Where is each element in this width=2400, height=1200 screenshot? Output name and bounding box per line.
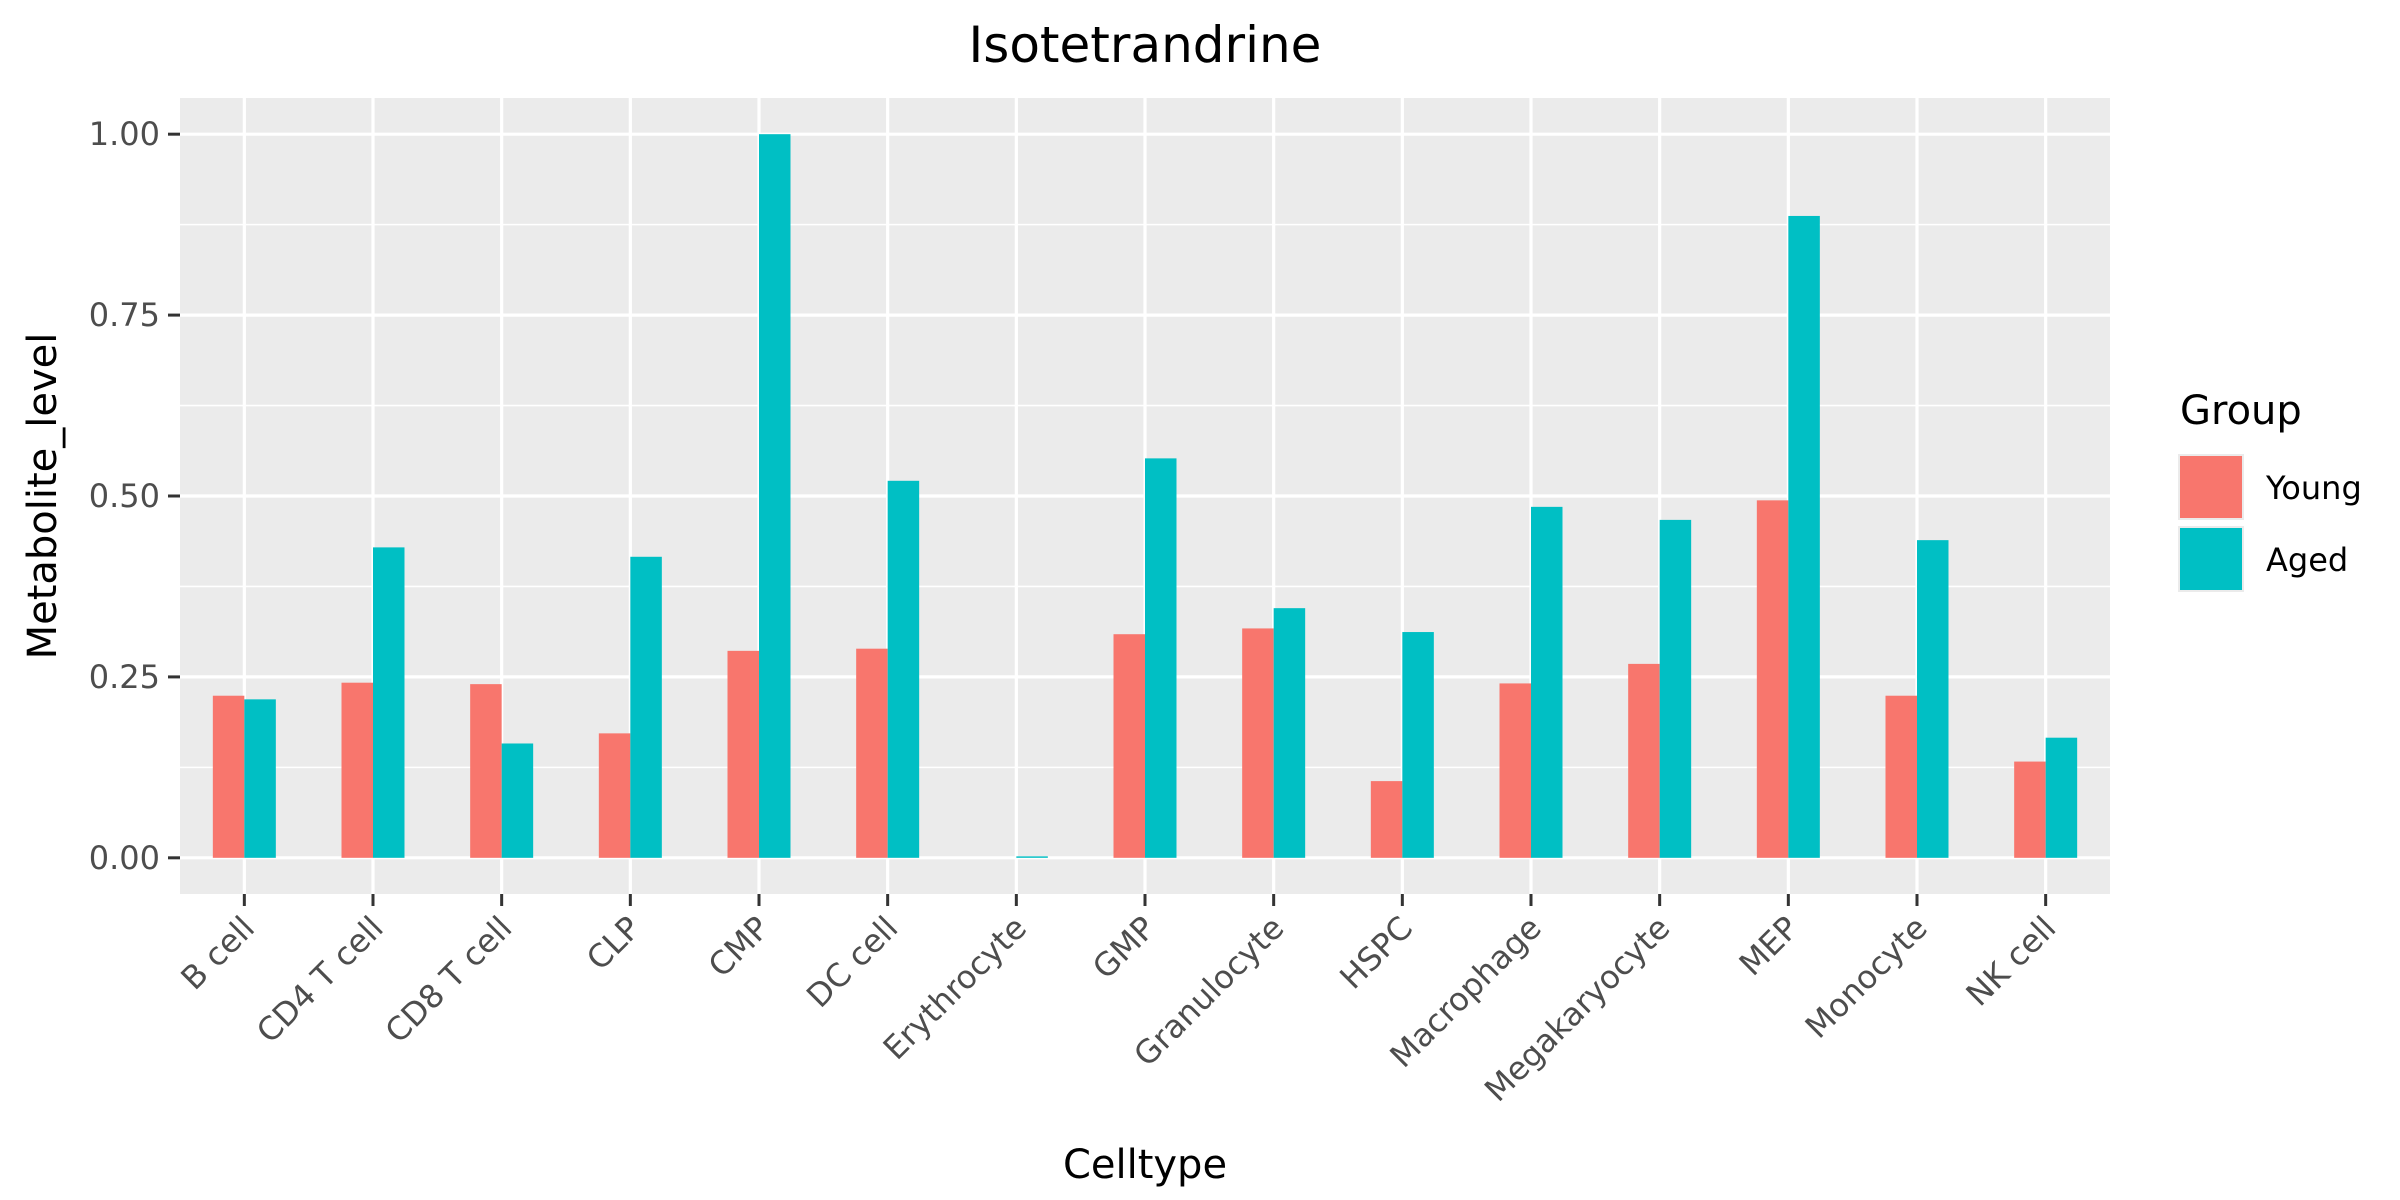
bar-young bbox=[598, 733, 631, 858]
bar-young bbox=[1242, 628, 1274, 858]
bar-aged bbox=[759, 134, 791, 858]
x-tick-label: GMP bbox=[1085, 909, 1163, 987]
y-tick-label: 0.25 bbox=[89, 658, 160, 696]
x-tick-label: CLP bbox=[579, 909, 648, 978]
bar-young bbox=[727, 650, 759, 858]
bar-aged bbox=[1016, 856, 1048, 858]
chart-title: Isotetrandrine bbox=[969, 16, 1322, 74]
bar-aged bbox=[2045, 737, 2078, 858]
bar-young bbox=[1756, 500, 1789, 858]
bar-aged bbox=[1917, 540, 1949, 858]
legend-items: Young Aged bbox=[2178, 454, 2362, 592]
legend-label-aged: Aged bbox=[2266, 541, 2348, 579]
x-tick-label: MEP bbox=[1732, 909, 1806, 983]
legend-label-young: Young bbox=[2265, 469, 2362, 507]
bars bbox=[212, 134, 2078, 858]
x-tick-label: Monocyte bbox=[1798, 909, 1935, 1046]
x-tick-label: HSPC bbox=[1332, 909, 1420, 997]
bar-aged bbox=[1659, 519, 1692, 858]
bar-young bbox=[856, 648, 888, 858]
bar-young bbox=[341, 682, 373, 858]
y-tick-label: 0.75 bbox=[89, 296, 160, 334]
legend-title: Group bbox=[2180, 388, 2302, 434]
bar-young bbox=[2014, 761, 2046, 858]
bar-aged bbox=[1531, 506, 1563, 858]
bar-young bbox=[212, 695, 245, 858]
y-axis-title: Metabolite_level bbox=[20, 333, 66, 660]
bar-aged bbox=[373, 547, 405, 858]
x-tick-label: CD4 T cell bbox=[249, 909, 391, 1051]
x-tick-label: NK cell bbox=[1959, 909, 2064, 1014]
bar-aged bbox=[1145, 458, 1177, 858]
legend-swatch-young bbox=[2180, 456, 2242, 518]
bar-young bbox=[1499, 683, 1531, 858]
x-tick-label: CD8 T cell bbox=[378, 909, 520, 1051]
x-axis-title: Celltype bbox=[1063, 1142, 1227, 1188]
x-tick-label: DC cell bbox=[799, 909, 905, 1015]
bar-young bbox=[1628, 663, 1660, 858]
bar-aged bbox=[1273, 608, 1306, 858]
bar-young bbox=[1885, 695, 1917, 858]
bar-aged bbox=[1788, 215, 1820, 858]
bar-aged bbox=[1402, 632, 1434, 858]
x-tick-label: CMP bbox=[701, 909, 777, 985]
legend: Group Young Aged bbox=[2178, 388, 2362, 592]
y-tick-label: 0.50 bbox=[89, 477, 160, 515]
x-tick-label: B cell bbox=[173, 909, 262, 998]
bar-aged bbox=[630, 556, 662, 858]
bar-young bbox=[470, 684, 502, 858]
bar-aged bbox=[887, 480, 920, 858]
legend-swatch-aged bbox=[2180, 528, 2242, 590]
y-tick-label: 0.00 bbox=[89, 839, 160, 877]
y-axis: 0.00 0.25 0.50 0.75 1.00 bbox=[89, 115, 180, 877]
bar-aged bbox=[244, 699, 276, 858]
bar-young bbox=[1370, 781, 1403, 858]
y-tick-label: 1.00 bbox=[89, 115, 160, 153]
bar-aged bbox=[501, 743, 534, 858]
bar-young bbox=[1113, 634, 1145, 858]
